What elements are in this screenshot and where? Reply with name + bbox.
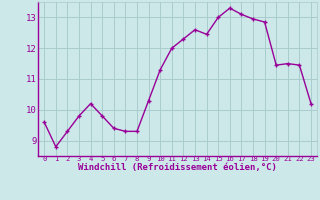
X-axis label: Windchill (Refroidissement éolien,°C): Windchill (Refroidissement éolien,°C) bbox=[78, 163, 277, 172]
